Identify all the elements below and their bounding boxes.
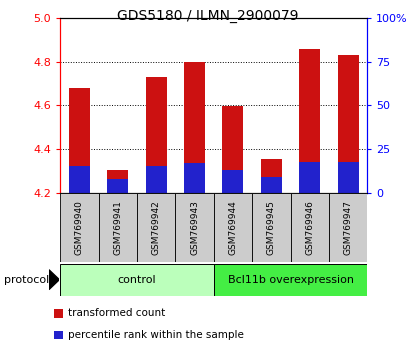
Bar — [107, 170, 128, 193]
Text: control: control — [117, 275, 156, 285]
Bar — [175, 193, 214, 262]
Bar — [222, 107, 244, 193]
Bar — [60, 193, 99, 262]
Text: protocol: protocol — [4, 275, 49, 285]
Bar — [329, 193, 367, 262]
Bar — [60, 264, 214, 296]
Bar — [261, 177, 282, 193]
Bar — [214, 264, 367, 296]
Text: percentile rank within the sample: percentile rank within the sample — [68, 330, 244, 340]
Bar — [252, 193, 290, 262]
Text: GSM769943: GSM769943 — [190, 200, 199, 255]
Bar — [146, 77, 167, 193]
Bar — [69, 88, 90, 193]
Bar — [69, 166, 90, 193]
Text: GSM769940: GSM769940 — [75, 200, 84, 255]
Bar — [214, 193, 252, 262]
Bar — [184, 62, 205, 193]
Text: GSM769942: GSM769942 — [151, 200, 161, 255]
Bar — [137, 193, 176, 262]
Bar — [337, 162, 359, 193]
Bar — [146, 166, 167, 193]
Text: GSM769941: GSM769941 — [113, 200, 122, 255]
Bar — [299, 162, 320, 193]
Bar — [184, 163, 205, 193]
Text: GSM769944: GSM769944 — [228, 200, 237, 255]
Bar — [99, 193, 137, 262]
Bar — [337, 55, 359, 193]
Text: transformed count: transformed count — [68, 308, 166, 318]
Bar — [290, 193, 329, 262]
Text: GSM769947: GSM769947 — [344, 200, 353, 255]
Bar — [107, 179, 128, 193]
Text: Bcl11b overexpression: Bcl11b overexpression — [227, 275, 354, 285]
Bar — [261, 159, 282, 193]
Polygon shape — [49, 270, 59, 290]
Text: GSM769945: GSM769945 — [267, 200, 276, 255]
Bar — [299, 50, 320, 193]
Bar — [222, 170, 244, 193]
Text: GDS5180 / ILMN_2900079: GDS5180 / ILMN_2900079 — [117, 9, 298, 23]
Text: GSM769946: GSM769946 — [305, 200, 314, 255]
